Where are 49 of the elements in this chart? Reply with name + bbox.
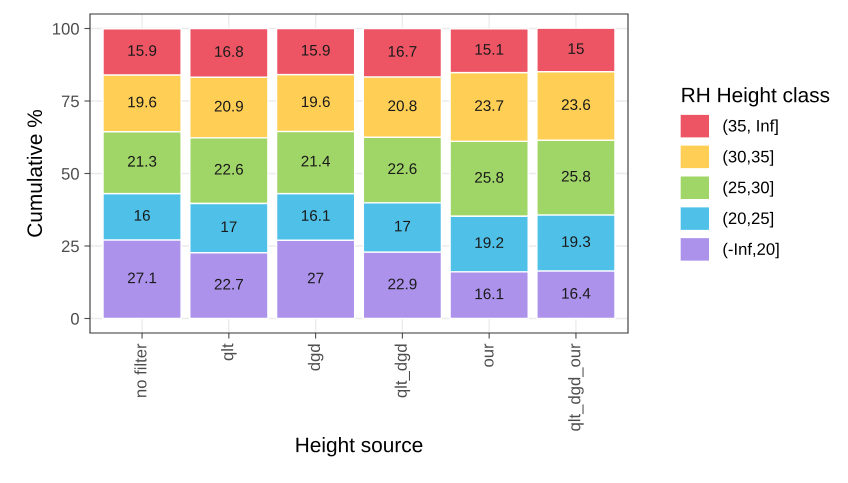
data-label: 22.6 xyxy=(388,163,417,174)
data-label: 16.8 xyxy=(215,46,244,57)
y-tick-label: 75 xyxy=(62,96,79,108)
data-label: 16.4 xyxy=(562,288,590,299)
legend-label: (-Inf,20] xyxy=(723,242,779,258)
data-label: 23.6 xyxy=(562,99,590,110)
legend-label: (20,25] xyxy=(723,212,774,228)
x-axis-title: Height source xyxy=(296,437,422,456)
x-tick-label: no filter xyxy=(134,344,147,397)
x-tick-label: qlt_dgd_our xyxy=(568,344,584,431)
data-label: 16.7 xyxy=(388,46,416,57)
data-label: 16.1 xyxy=(475,288,504,300)
data-label: 21.4 xyxy=(302,156,330,166)
x-tick-label: qlt_dgd xyxy=(394,344,410,398)
data-label: 15 xyxy=(568,43,584,54)
data-label: 22.7 xyxy=(214,278,243,290)
y-tick-label: 100 xyxy=(53,22,79,35)
data-label: 27.1 xyxy=(128,272,156,284)
legend-label: (30,35] xyxy=(723,150,774,166)
data-label: 22.9 xyxy=(388,278,417,290)
data-label: 17 xyxy=(395,220,410,232)
data-label: 22.6 xyxy=(214,164,244,175)
legend-label: (25,30] xyxy=(723,181,774,197)
data-label: 21.3 xyxy=(128,156,156,167)
data-label: 27 xyxy=(308,272,324,284)
x-tick-label: qlt xyxy=(221,344,237,360)
data-label: 23.7 xyxy=(475,100,504,112)
data-label: 19.2 xyxy=(475,237,504,248)
data-label: 20.9 xyxy=(214,100,243,112)
x-tick-label: our xyxy=(484,344,494,367)
data-label: 15.9 xyxy=(128,45,156,56)
data-label: 19.6 xyxy=(302,96,330,108)
data-label: 25.8 xyxy=(475,172,504,183)
data-label: 16.1 xyxy=(302,210,330,221)
y-tick-label: 0 xyxy=(70,312,79,325)
data-label: 15.9 xyxy=(302,44,330,56)
data-label: 19.6 xyxy=(128,96,156,108)
data-label: 16 xyxy=(134,210,150,221)
data-label: 20.8 xyxy=(388,100,417,112)
y-tick-label: 50 xyxy=(62,168,79,180)
data-label: 19.3 xyxy=(562,236,590,248)
data-label: 17 xyxy=(222,221,237,232)
data-label: 15.1 xyxy=(475,44,504,55)
y-axis-title: Cumulative % xyxy=(26,110,42,237)
legend-label: (35, Inf] xyxy=(723,119,778,135)
x-tick-label: dgd xyxy=(308,344,324,371)
data-label: 25.8 xyxy=(562,170,590,182)
y-tick-label: 25 xyxy=(62,240,79,252)
legend-title: RH Height class xyxy=(682,87,830,107)
